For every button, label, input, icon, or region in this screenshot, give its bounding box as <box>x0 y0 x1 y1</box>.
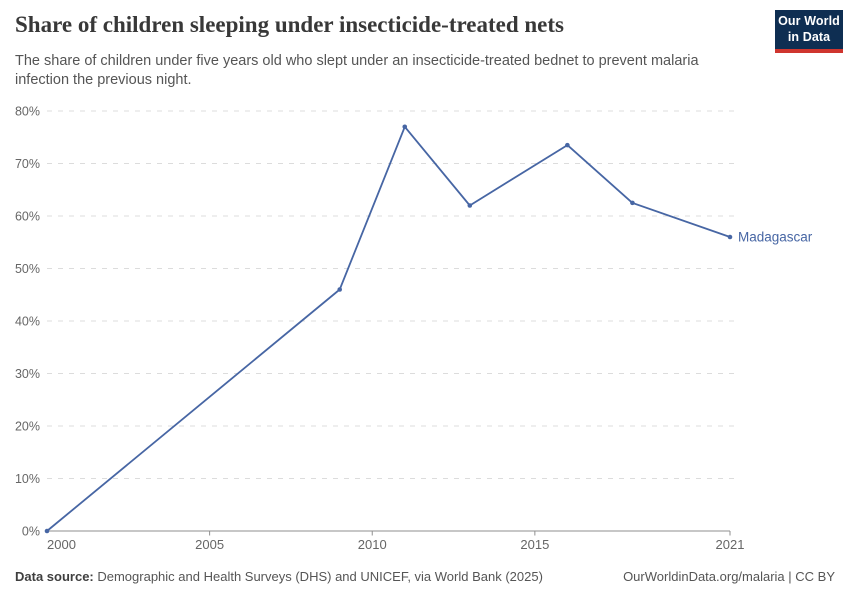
owid-logo[interactable]: Our World in Data <box>775 10 843 53</box>
data-source-text: Demographic and Health Surveys (DHS) and… <box>93 569 543 584</box>
owid-logo-line2: in Data <box>787 29 831 44</box>
series-end-label[interactable]: Madagascar <box>738 230 813 245</box>
y-axis-tick-label-20: 20% <box>15 420 40 434</box>
data-point-2021[interactable] <box>727 234 733 240</box>
y-axis-tick-label-40: 40% <box>15 315 40 329</box>
data-point-2018[interactable] <box>630 200 635 206</box>
data-source-label: Data source: <box>15 569 94 584</box>
y-axis-tick-label-70: 70% <box>15 157 40 171</box>
y-axis-tick-label-80: 80% <box>15 105 40 119</box>
x-axis-tick-label-2015: 2015 <box>520 537 549 552</box>
data-source-note: Data source: Demographic and Health Surv… <box>15 569 543 584</box>
y-axis-tick-label-30: 30% <box>15 367 40 381</box>
owid-url-license: OurWorldinData.org/malaria | CC BY <box>623 569 835 584</box>
data-point-2013[interactable] <box>467 203 473 208</box>
data-point-2011[interactable] <box>402 124 408 130</box>
x-axis-tick-label-2010: 2010 <box>358 537 387 552</box>
y-axis-tick-label-10: 10% <box>15 472 40 486</box>
madagascar-line[interactable] <box>46 125 731 532</box>
y-axis-tick-label-60: 60% <box>15 210 40 224</box>
data-point-2016[interactable] <box>565 142 570 148</box>
page-title: Share of children sleeping under insecti… <box>15 12 565 37</box>
owid-logo-line1: Our World <box>778 14 840 29</box>
data-point-2009[interactable] <box>337 287 343 292</box>
chart-footer: Data source: Demographic and Health Surv… <box>15 569 835 584</box>
y-axis-tick-label-50: 50% <box>15 262 40 276</box>
x-axis-tick-label-2005: 2005 <box>195 537 224 552</box>
chart-subtitle: The share of children under five years o… <box>15 53 699 89</box>
x-axis-tick-label-2021: 2021 <box>716 537 745 552</box>
y-axis-tick-label-0: 0% <box>22 525 40 539</box>
data-point-2000[interactable] <box>44 528 50 534</box>
x-axis-tick-label-2000: 2000 <box>47 537 76 552</box>
